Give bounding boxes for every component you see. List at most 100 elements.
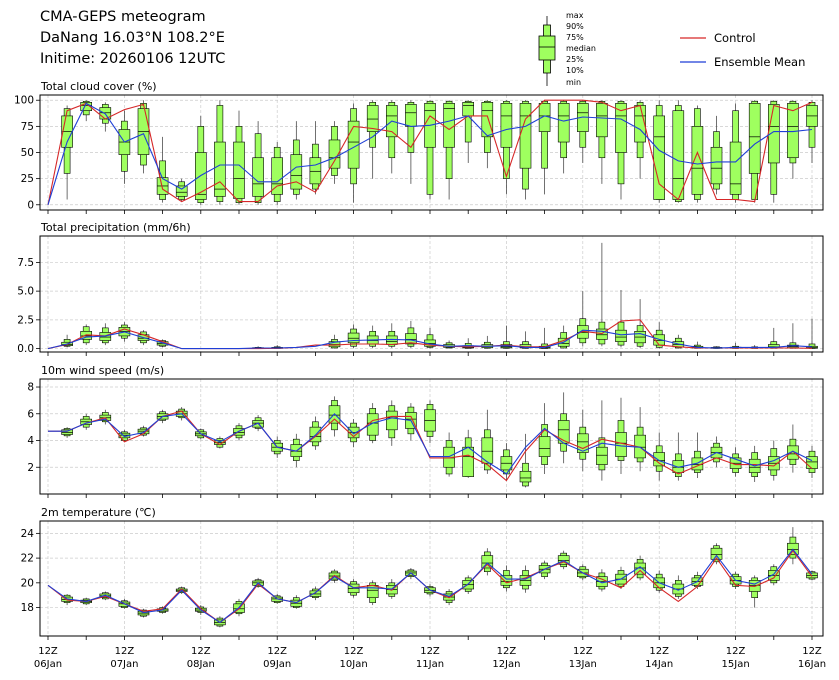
ensemble-box [710,543,723,565]
x-tick-label-date: 15Jan [722,659,750,670]
box-p25-p75 [309,157,322,185]
x-tick-label-date: 06Jan [34,659,62,670]
x-tick-label-hour: 12Z [649,646,669,657]
ensemble-box [787,100,799,179]
ensemble-box [328,121,341,184]
y-tick-label: 6 [27,408,34,420]
ensemble-box [347,103,360,203]
box-p25-p75 [366,105,379,132]
box-p10-p90 [426,100,434,195]
chart-title-line3: Initime: 20260106 12UTC [40,51,226,67]
box-p25-p75 [634,105,646,143]
panel-title: Total cloud cover (%) [40,80,157,93]
series-legend: Control Ensemble Mean [680,31,805,69]
ensemble-box [118,110,131,184]
ensemble-box [443,100,455,200]
panel-title: 2m temperature (℃) [41,506,156,519]
box-p25-p75 [481,555,494,569]
box-p25-p75 [271,157,284,195]
box-p25-p75 [538,436,551,457]
legend-control-label: Control [714,31,756,45]
ensemble-box [137,608,150,618]
ensemble-box [615,289,627,348]
legend-label-p75: 75% [566,33,584,42]
ensemble-box [538,560,551,580]
ensemble-box [481,409,494,474]
ensemble-box [405,403,417,441]
ensemble-box [481,548,494,576]
box-p25-p75 [519,103,532,169]
x-axis-labels: 12Z 06Jan 12Z 07Jan 12Z 08Jan 12Z 09Jan 12Z 10Jan… [34,646,826,670]
x-tick-label-hour: 12Z [115,646,135,657]
y-tick-label: 8 [27,382,34,394]
box-p10-p90 [541,100,548,169]
ensemble-box [309,586,322,601]
box-p25-p75 [175,185,188,197]
ensemble-box [787,527,799,565]
ensemble-box [672,100,685,203]
ensemble-box [787,323,799,349]
ensemble-box [634,299,646,348]
x-tick-label-hour: 12Z [344,646,364,657]
y-tick-label: 0 [27,199,34,211]
box-p25-p75 [748,103,761,174]
ensemble-box [195,115,207,205]
ensemble-box [271,142,284,205]
x-tick-label-hour: 12Z [420,646,440,657]
y-tick-label: 75 [21,121,34,133]
box-p25-p75 [385,335,398,345]
ensemble-box [767,327,780,349]
box-p25-p75 [233,141,245,199]
chart-title-line1: CMA-GEPS meteogram [40,9,206,25]
box-p25-p75 [500,103,513,148]
box-p25-p75 [557,103,570,143]
x-tick-label-date: 11Jan [416,659,444,670]
ensemble-mean-line [48,412,813,475]
box-p25-p75 [653,452,666,467]
panel-3: 18 20 22 24 2m temperature (℃) [21,506,824,640]
box-p25-p75 [405,333,417,345]
ensemble-box [729,447,742,477]
y-tick-label: 20 [21,577,34,589]
box-p25-p75 [366,413,379,436]
ensemble-box [214,100,226,205]
ensemble-box [710,436,723,468]
ensemble-box [653,100,666,203]
ensemble-box [634,555,646,581]
ensemble-box [615,100,627,200]
ensemble-box [462,100,475,163]
y-tick-label: 5.0 [17,286,34,298]
box-p25-p75 [462,446,475,477]
panel-title: 10m wind speed (m/s) [41,364,164,377]
y-tick-label: 25 [21,173,34,185]
y-tick-label: 50 [21,147,34,159]
legend-label-p25: 25% [566,55,584,64]
y-tick-label: 2 [27,462,34,474]
ensemble-box [175,178,188,202]
box-p25-p75 [576,433,589,453]
box-p25-p75 [787,445,799,460]
legend-label-p90: 90% [566,22,584,31]
ensemble-box [137,100,150,174]
x-tick-label-hour: 12Z [802,646,822,657]
box-p25-p75 [615,329,627,342]
box-p25-p75 [672,110,685,200]
y-tick-label: 100 [14,95,34,107]
panels: 0 25 50 75 100 Total cloud cover (%) 0.0 2.5 5.0… [14,80,824,640]
ensemble-box [576,100,589,163]
box-p25-p75 [252,157,264,197]
y-tick-label: 18 [21,602,34,614]
x-tick-label-hour: 12Z [191,646,211,657]
y-tick-label: 4 [27,435,34,447]
ensemble-box [576,409,589,472]
ensemble-mean-line [47,329,813,350]
ensemble-box [748,575,761,608]
ensemble-box [385,100,398,174]
legend-mean-label: Ensemble Mean [714,55,805,69]
ensemble-box [748,445,761,482]
ensemble-box [615,397,627,474]
box-p25-p75 [634,562,646,575]
ensemble-box [252,121,264,205]
box-p25-p75 [328,139,341,169]
panel-frame [39,378,824,495]
